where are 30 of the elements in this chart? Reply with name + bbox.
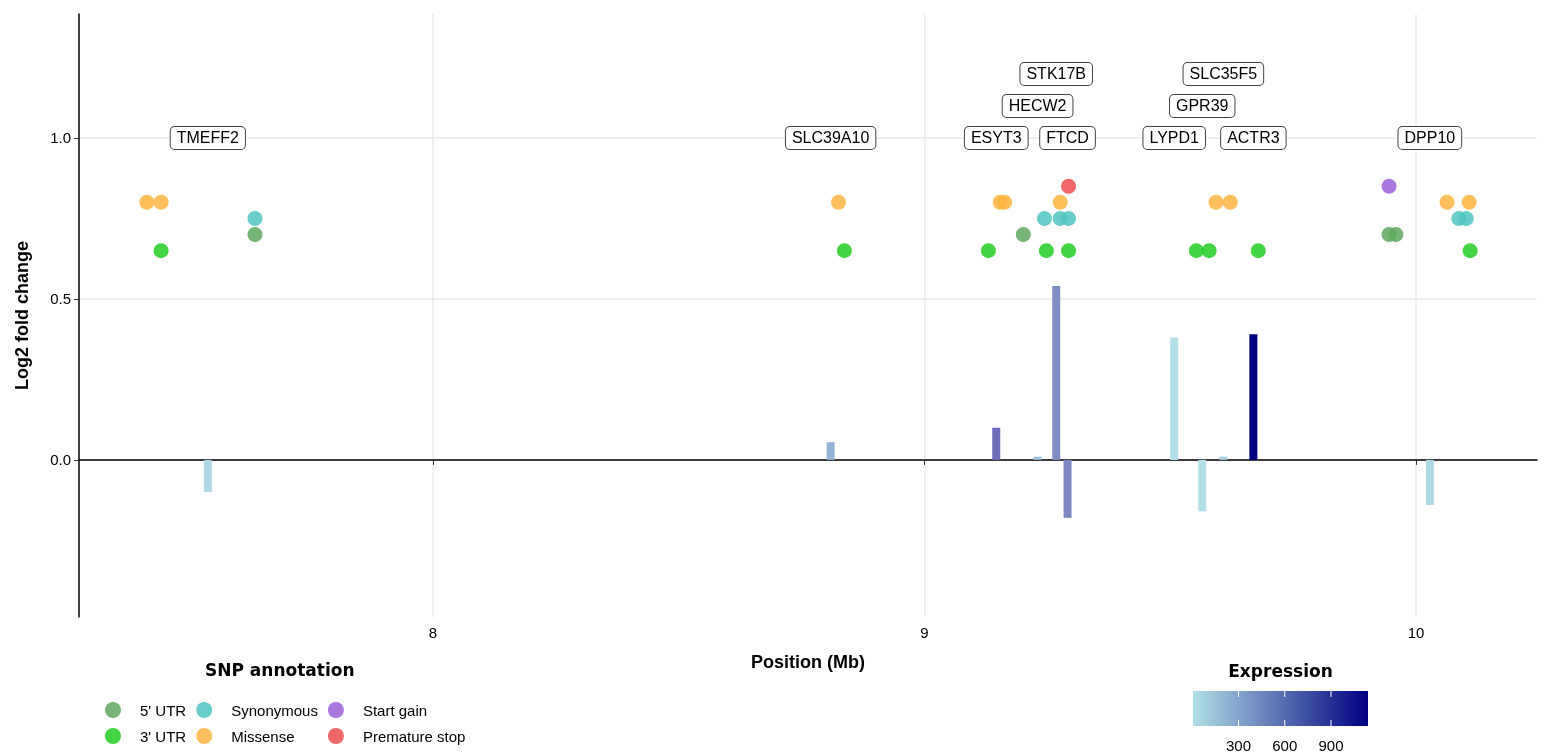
legend-label: Synonymous: [231, 701, 318, 719]
x-tick-label: 10: [1407, 624, 1425, 641]
legend-title: SNP annotation: [205, 659, 355, 680]
color-bar-label: 900: [1318, 737, 1344, 754]
legend-label: Start gain: [362, 701, 428, 719]
color-bar-title: Expression: [1228, 660, 1333, 681]
legend-label: Premature stop: [362, 727, 466, 745]
annotation: SLC39A10: [791, 129, 870, 147]
x-tick-label: 9: [920, 624, 929, 641]
legend-label: Missense: [231, 727, 295, 745]
annotation: LYPD1: [1149, 129, 1200, 147]
y-axis-title: Log2 fold change: [12, 240, 32, 391]
annotation: ESYT3: [970, 129, 1022, 147]
legend-label: 5' UTR: [140, 701, 187, 719]
annotation: HECW2: [1008, 97, 1067, 115]
legend-label: 3' UTR: [140, 727, 187, 745]
annotation: STK17B: [1026, 65, 1087, 83]
annotation: FTCD: [1046, 129, 1089, 147]
annotation: TMEFF2: [176, 129, 239, 147]
y-tick-label: 0.0: [50, 451, 71, 469]
annotation: DPP10: [1404, 129, 1456, 147]
x-axis-title: Position (Mb): [751, 652, 865, 672]
color-bar-label: 300: [1225, 737, 1251, 754]
annotation: SLC35F5: [1189, 65, 1258, 83]
y-tick-label: 0.5: [50, 290, 71, 308]
annotation: ACTR3: [1227, 129, 1280, 147]
x-tick-label: 8: [428, 624, 438, 641]
annotation: GPR39: [1176, 97, 1229, 115]
y-tick-label: 1.0: [50, 129, 71, 147]
color-bar-label: 600: [1272, 737, 1298, 754]
